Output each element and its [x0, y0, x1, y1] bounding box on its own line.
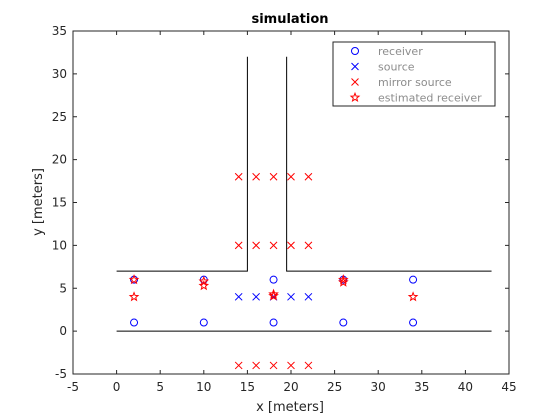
mirror-source-point — [304, 172, 313, 181]
x-tick-label: 25 — [327, 380, 342, 394]
y-axis-label: y [meters] — [31, 168, 46, 236]
x-tick-label: 0 — [113, 380, 121, 394]
mirror-source-point — [234, 241, 243, 250]
source-point — [252, 292, 260, 301]
x-tick-label: 40 — [458, 380, 473, 394]
legend-marker-receiver — [351, 47, 359, 55]
source-point — [287, 292, 295, 301]
data-markers — [128, 172, 419, 370]
estimated-receiver-point — [128, 291, 140, 302]
estimated-receiver-point — [268, 288, 279, 299]
legend-marker-estimated-receiver — [349, 91, 361, 103]
receiver-point — [339, 318, 348, 327]
y-tick-label: 25 — [52, 110, 67, 124]
legend-marker-source — [351, 62, 359, 71]
y-tick-label: 15 — [52, 196, 67, 210]
receiver-point — [409, 318, 418, 327]
x-tick-label: 10 — [196, 380, 211, 394]
y-axis: -5 0 5 10 15 20 25 30 35 — [52, 24, 509, 381]
source-point — [234, 292, 243, 301]
legend: receiver source mirror source estimated rec… — [332, 41, 496, 107]
receiver-point — [269, 318, 278, 327]
y-tick-label: 10 — [52, 238, 67, 252]
estimated-receiver-point — [128, 274, 140, 285]
series-receiver — [130, 275, 418, 327]
legend-label-estimated-receiver: estimated receiver — [378, 92, 482, 105]
mirror-source-point — [287, 361, 295, 370]
mirror-source-point — [269, 172, 278, 181]
mirror-source-point — [234, 361, 243, 370]
receiver-point — [409, 275, 418, 284]
estimated-receiver-point — [198, 275, 210, 286]
estimated-receiver-point — [338, 274, 349, 285]
y-tick-label: 0 — [59, 324, 67, 338]
y-tick-label: -5 — [55, 367, 67, 381]
legend-label-mirror-source: mirror source — [378, 76, 452, 89]
x-tick-label: 45 — [501, 380, 516, 394]
y-tick-label: 5 — [59, 281, 67, 295]
mirror-source-point — [304, 241, 313, 250]
legend-label-source: source — [378, 61, 415, 74]
estimated-receiver-point — [407, 291, 419, 302]
legend-box — [332, 41, 496, 107]
mirror-source-point — [269, 361, 278, 370]
mirror-source-point — [234, 172, 243, 181]
series-mirror-source — [234, 172, 313, 370]
walls — [116, 56, 492, 332]
legend-label-receiver: receiver — [378, 45, 423, 58]
y-tick-label: 35 — [52, 24, 67, 38]
mirror-source-point — [252, 172, 260, 181]
mirror-source-point — [287, 172, 295, 181]
mirror-source-point — [252, 241, 260, 250]
x-axis: -5 0 5 10 15 20 25 30 35 40 45 — [67, 31, 517, 394]
wall-line-2 — [116, 56, 248, 272]
x-tick-label: 35 — [414, 380, 429, 394]
x-tick-label: -5 — [67, 380, 79, 394]
mirror-source-point — [287, 241, 295, 250]
estimated-receiver-point — [198, 280, 210, 291]
x-tick-label: 20 — [283, 380, 298, 394]
x-tick-label: 5 — [156, 380, 164, 394]
mirror-source-point — [269, 241, 278, 250]
receiver-point — [269, 275, 278, 284]
estimated-receiver-point — [338, 276, 349, 287]
estimated-receiver-point — [268, 290, 279, 301]
mirror-source-point — [252, 361, 260, 370]
series-estimated-receiver — [128, 274, 419, 302]
x-axis-label: x [meters] — [256, 400, 324, 415]
source-point — [304, 292, 313, 301]
chart-title: simulation — [251, 12, 328, 27]
y-tick-label: 20 — [52, 153, 67, 167]
x-tick-label: 15 — [240, 380, 255, 394]
x-tick-label: 30 — [371, 380, 386, 394]
wall-line-3 — [286, 56, 492, 272]
y-tick-label: 30 — [52, 67, 67, 81]
legend-marker-mirror-source — [351, 78, 359, 86]
mirror-source-point — [304, 361, 313, 370]
receiver-point — [130, 318, 139, 327]
receiver-point — [199, 318, 208, 327]
